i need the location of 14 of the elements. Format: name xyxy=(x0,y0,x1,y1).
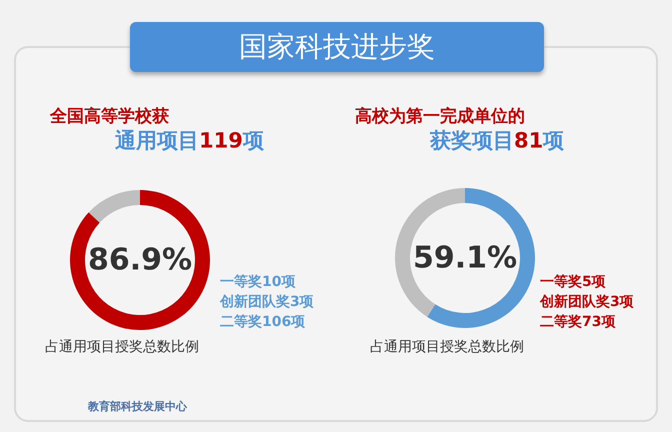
text: 占通用项目授奖总数比例 xyxy=(370,339,524,355)
text: 59.1% xyxy=(412,240,518,276)
text: 一等奖10项 xyxy=(220,274,296,290)
text: 占通用项目授奖总数比例 xyxy=(45,339,199,355)
text: 创新团队奖3项 xyxy=(539,293,635,310)
text: 86.9% xyxy=(88,242,192,278)
chart-subtitle: 获奖项目81项 xyxy=(429,128,564,152)
text: 一等奖5项 xyxy=(540,274,607,290)
text: 创新团队奖3项 xyxy=(219,293,315,310)
chart-title: 高校为第一完成单位的 xyxy=(355,106,525,126)
text: 教育部科技发展中心 xyxy=(88,399,187,414)
text: 二等奖73项 xyxy=(540,314,616,330)
chart-title: 全国高等学校获 xyxy=(49,106,169,126)
text: 二等奖106项 xyxy=(220,314,306,330)
